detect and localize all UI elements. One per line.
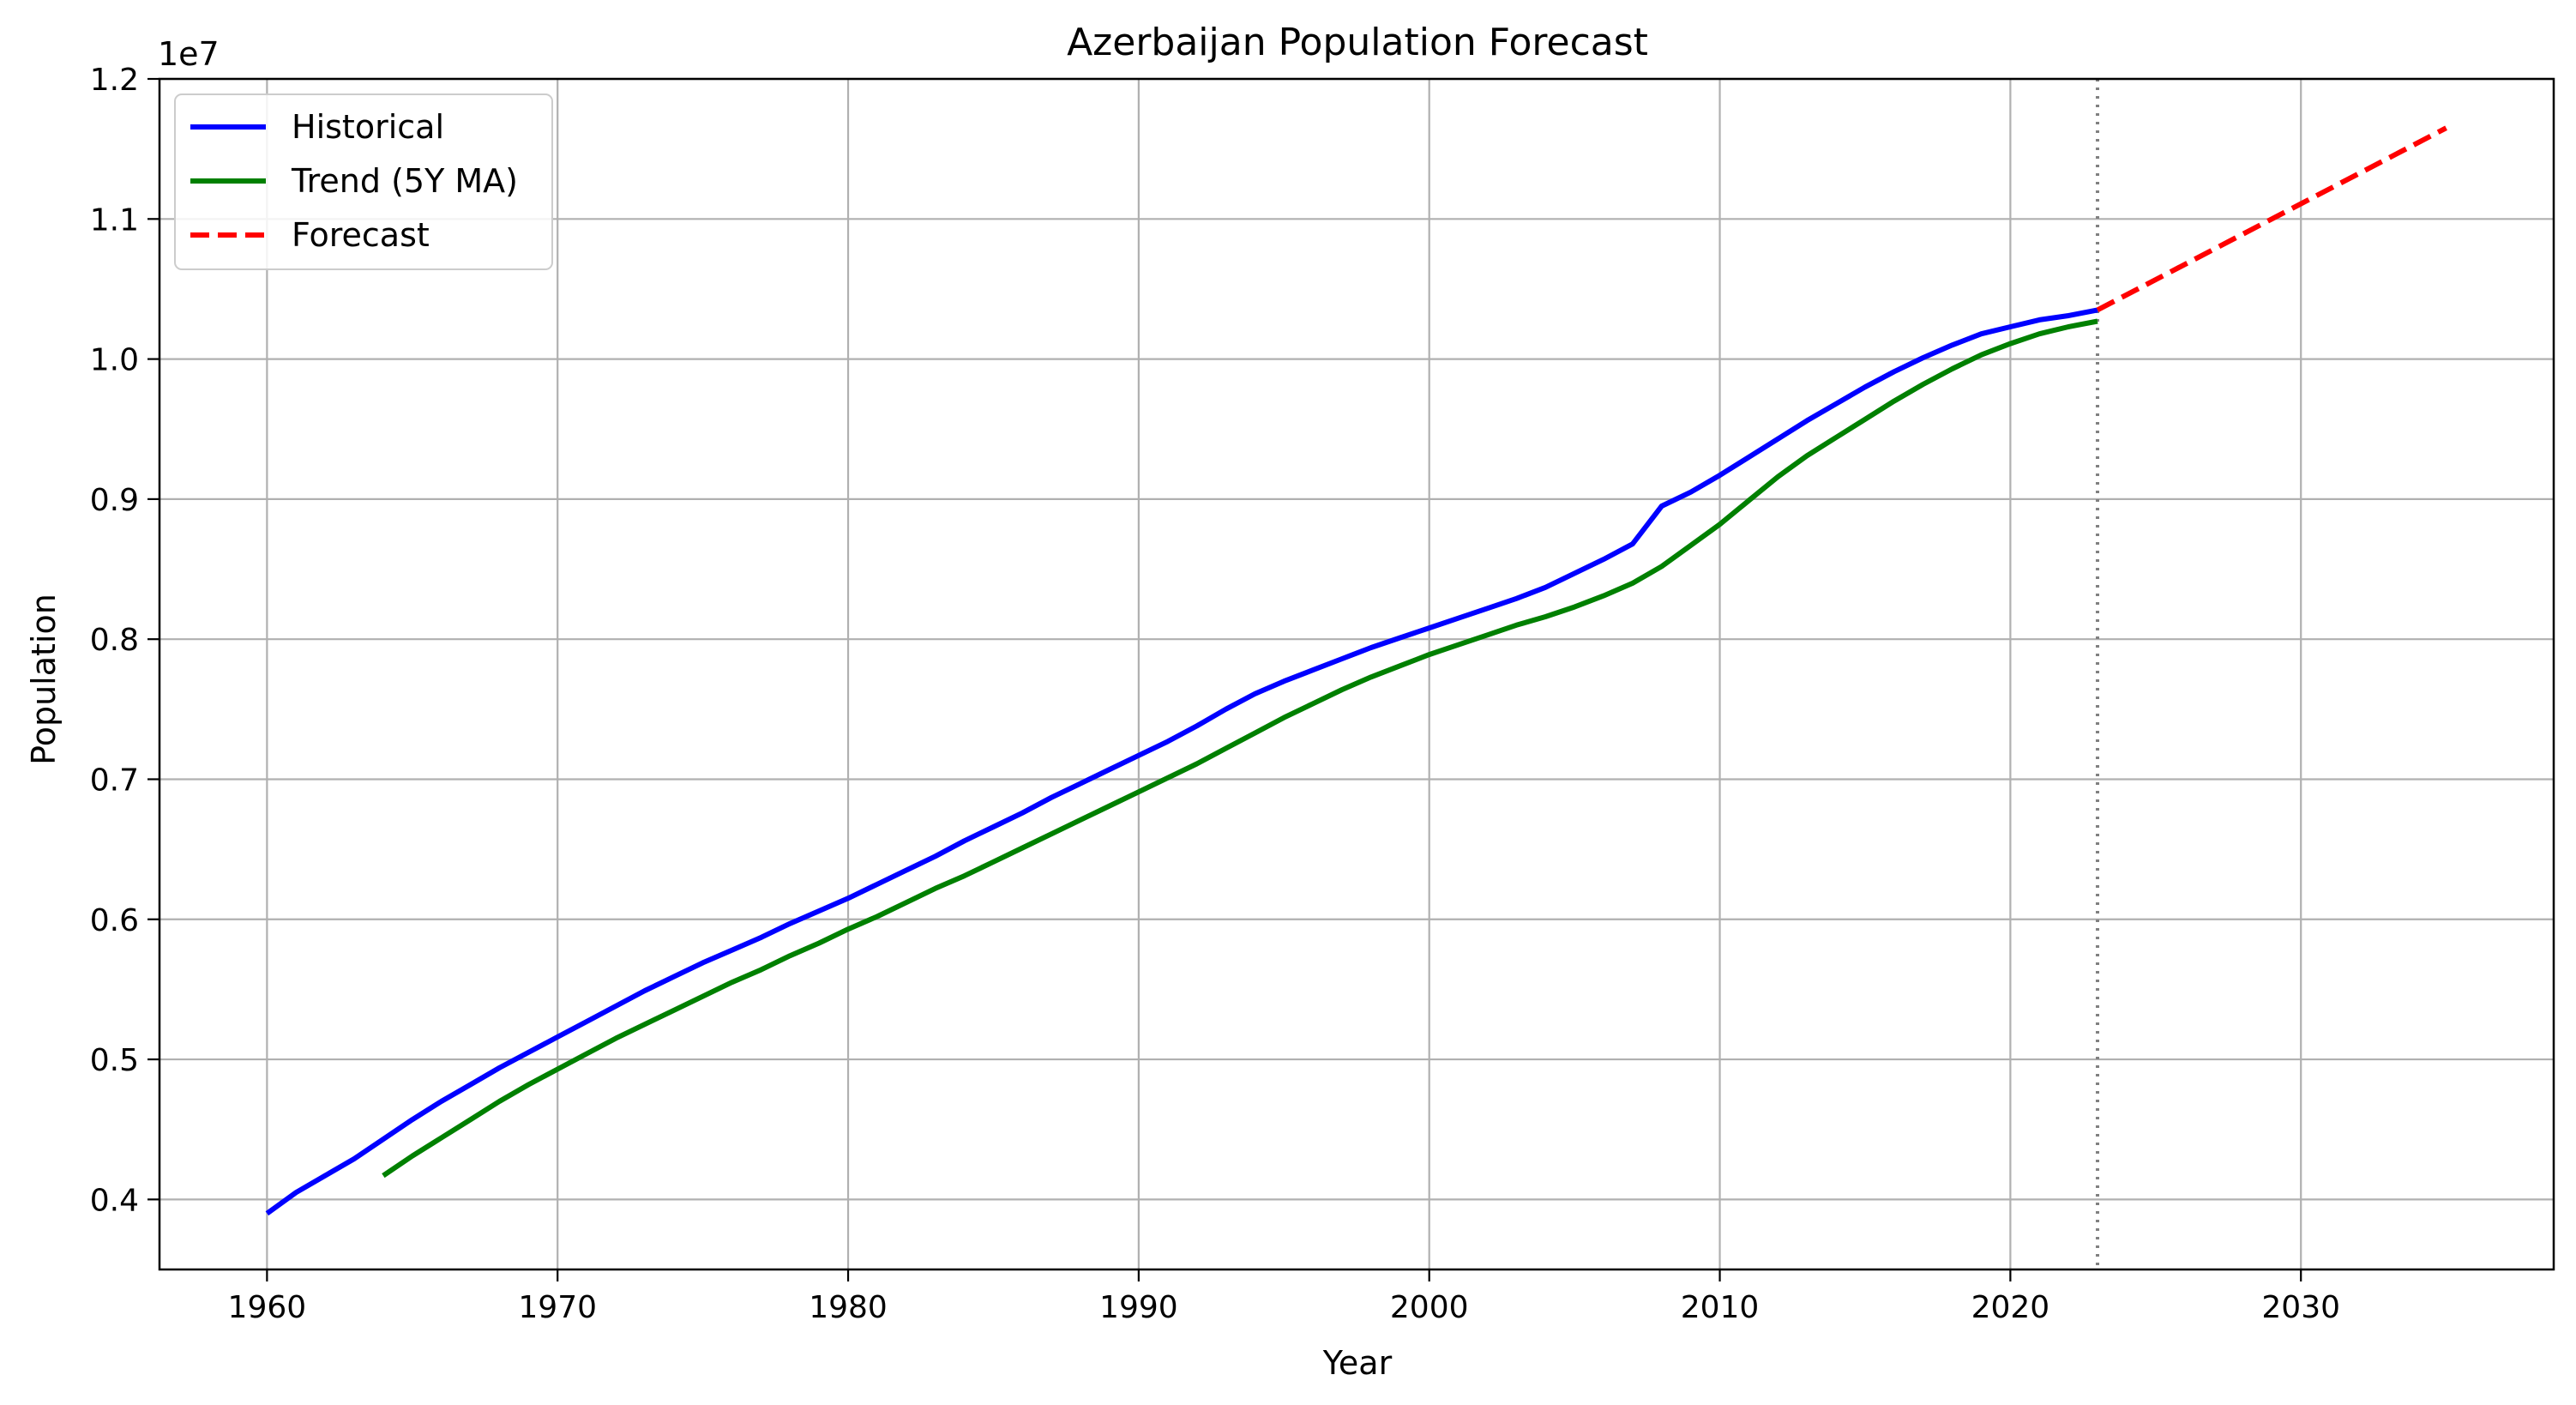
y-tick-label: 1.2 (90, 63, 139, 98)
x-tick-label: 1990 (1099, 1290, 1178, 1325)
y-tick-label: 0.4 (90, 1183, 139, 1218)
y-axis-offset-label: 1e7 (158, 35, 220, 73)
series-line-historical (265, 307, 2098, 1216)
chart-title: Azerbaijan Population Forecast (1067, 21, 1648, 64)
plot-frame (158, 77, 2555, 1271)
axis-ticks: 1960 1970 1980 1990 2000 2010 2020 2030 0.4 0.5 0.… (90, 63, 2340, 1325)
series-line-trend-5y-ma (382, 318, 2098, 1179)
legend-label: Forecast (292, 216, 430, 254)
x-tick-label: 2030 (2261, 1290, 2340, 1325)
x-tick-label: 2000 (1390, 1290, 1469, 1325)
y-tick-label: 0.9 (90, 483, 139, 518)
series-line-forecast (2096, 125, 2447, 313)
x-tick-label: 1960 (228, 1290, 307, 1325)
x-tick-label: 2020 (1971, 1290, 2050, 1325)
y-axis-label: Population (25, 594, 63, 765)
y-tick-label: 0.5 (90, 1043, 139, 1078)
x-tick-label: 1980 (809, 1290, 888, 1325)
y-tick-label: 0.6 (90, 903, 139, 938)
x-tick-label: 1970 (518, 1290, 597, 1325)
legend-box (174, 93, 553, 270)
grid (159, 77, 2554, 1269)
series-lines (265, 125, 2447, 1216)
legend-label: Trend (5Y MA) (291, 162, 518, 200)
y-tick-label: 1.0 (90, 343, 139, 378)
y-tick-label: 0.8 (90, 623, 139, 658)
y-tick-label: 0.7 (90, 763, 139, 798)
legend: Historical Trend (5Y MA) Forecast (174, 93, 553, 270)
y-tick-label: 1.1 (90, 202, 139, 238)
x-axis-label: Year (1322, 1344, 1393, 1382)
legend-label: Historical (292, 108, 444, 146)
x-tick-label: 2010 (1681, 1290, 1760, 1325)
